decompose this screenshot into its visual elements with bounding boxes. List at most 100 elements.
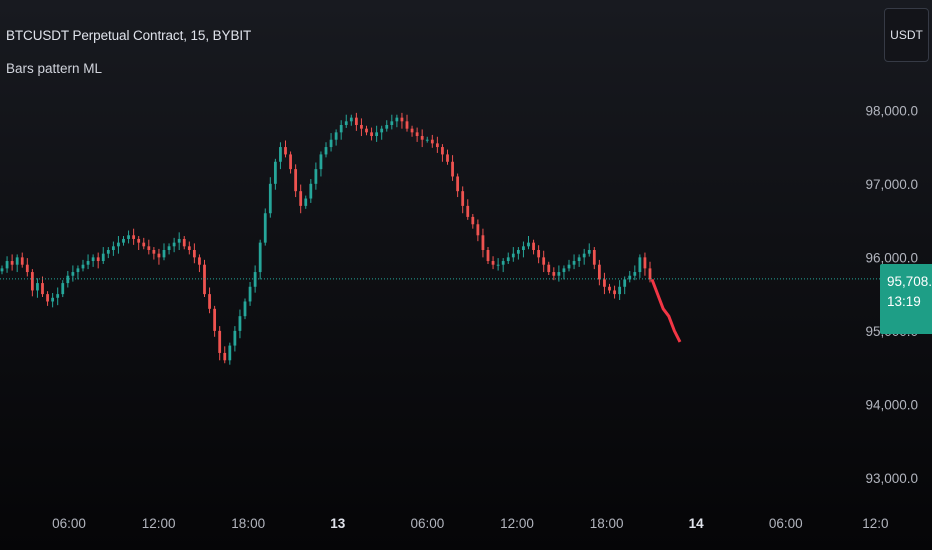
indicator-name[interactable]: Bars pattern ML — [6, 61, 103, 76]
y-tick-label: 93,000.0 — [865, 471, 918, 486]
candle-body — [76, 268, 80, 273]
candle-body — [213, 308, 217, 331]
candle-body — [101, 253, 105, 262]
candle-body — [106, 250, 110, 254]
candle-body — [299, 191, 303, 206]
x-tick-label: 14 — [689, 516, 705, 531]
candle-body — [233, 330, 237, 346]
candle-body — [572, 261, 576, 265]
candle-body — [410, 128, 414, 133]
candle-body — [182, 238, 186, 247]
candle-body — [238, 316, 242, 331]
candle-body — [613, 290, 616, 295]
candle-body — [253, 272, 257, 287]
candle-body — [30, 272, 34, 291]
candle-body — [491, 261, 495, 265]
candle-body — [187, 246, 191, 250]
candle-body — [400, 117, 404, 122]
candle-body — [365, 128, 368, 133]
candle-body — [623, 279, 627, 287]
candle-body — [132, 235, 136, 239]
candle-body — [466, 205, 470, 217]
candle-body — [208, 294, 211, 309]
candle-body — [36, 283, 39, 291]
candle-body — [20, 257, 24, 265]
candle-body — [537, 250, 541, 258]
candle-body — [344, 121, 348, 125]
candle-body — [10, 261, 14, 265]
candle-body — [218, 330, 222, 353]
candle-body — [127, 235, 130, 239]
candle-body — [162, 250, 166, 258]
candle-body — [71, 272, 75, 276]
candle-body — [349, 117, 353, 122]
candle-body — [380, 128, 384, 133]
candle-body — [66, 275, 70, 284]
candle-body — [522, 246, 525, 250]
candle-body — [289, 154, 292, 170]
candle-body — [527, 242, 530, 247]
candle-body — [96, 257, 100, 262]
candle-body — [547, 264, 551, 273]
candle-body — [319, 154, 323, 170]
candle-body — [0, 268, 4, 272]
candle-body — [643, 257, 647, 269]
candle-body — [157, 253, 161, 258]
candle-body — [86, 261, 90, 265]
candle-body — [263, 213, 267, 243]
candle-body — [628, 275, 632, 280]
candle-body — [567, 264, 571, 269]
candle-body — [5, 261, 9, 269]
x-tick-label: 12:0 — [862, 516, 888, 531]
candle-body — [177, 238, 181, 243]
candle-body — [147, 246, 151, 250]
candle-body — [248, 286, 252, 302]
currency-button[interactable]: USDT — [884, 8, 929, 62]
candle-body — [122, 238, 125, 243]
candle-body — [451, 161, 454, 177]
candle-body — [496, 264, 500, 266]
candle-body — [167, 246, 171, 250]
candle-body — [354, 117, 358, 125]
candle-body — [91, 257, 95, 262]
x-tick-label: 18:00 — [590, 516, 624, 531]
candle-body — [446, 154, 449, 162]
candle-body — [471, 216, 475, 225]
candle-body — [243, 301, 247, 317]
candle-body — [441, 147, 444, 155]
candle-body — [435, 143, 439, 148]
candle-body — [587, 250, 591, 254]
candle-body — [415, 132, 419, 137]
y-tick-label: 97,000.0 — [865, 177, 918, 192]
candle-body — [390, 121, 394, 125]
x-tick-label: 06:00 — [769, 516, 803, 531]
candle-body — [420, 136, 424, 140]
x-tick-label: 06:00 — [52, 516, 86, 531]
bar-countdown: 13:19 — [887, 294, 921, 309]
candle-body — [608, 286, 611, 291]
candle-body — [117, 242, 120, 247]
candle-body — [329, 139, 333, 148]
x-tick-label: 18:00 — [231, 516, 265, 531]
candle-body — [481, 235, 485, 250]
candle-body — [360, 125, 363, 129]
candle-body — [456, 176, 460, 192]
x-tick-label: 12:00 — [500, 516, 534, 531]
candle-body — [15, 257, 19, 265]
candle-body — [152, 250, 156, 254]
candle-body — [223, 352, 227, 361]
candle-body — [501, 261, 505, 265]
candle-body — [284, 147, 287, 155]
candle-body — [314, 169, 318, 184]
candle-body — [228, 345, 232, 361]
candle-body — [592, 250, 596, 265]
candle-body — [56, 294, 60, 298]
last-price-value: 95,708.1 — [887, 274, 932, 289]
candle-body — [577, 257, 581, 262]
x-tick-label: 12:00 — [142, 516, 176, 531]
candle-body — [137, 238, 141, 243]
x-tick-label: 06:00 — [411, 516, 445, 531]
candle-body — [279, 147, 282, 162]
y-axis: 98,000.097,000.096,000.095,000.094,000.0… — [865, 103, 918, 486]
